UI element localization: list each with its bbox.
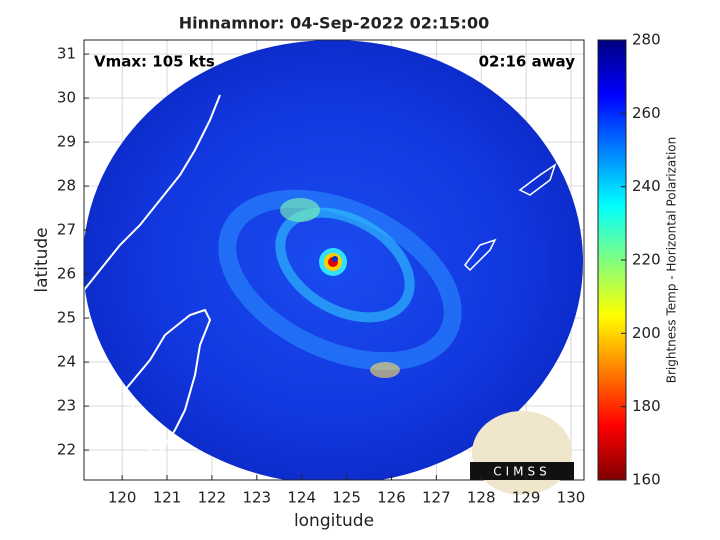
logo: CIMSS [470,411,574,495]
x-tick-label: 128 [467,489,496,507]
x-tick-label: 124 [287,489,316,507]
logo-text: CIMSS [493,465,551,479]
colorbar-tick-label: 220 [632,251,661,269]
imagery [84,40,583,480]
x-tick-label: 120 [108,489,137,507]
colorbar-tick-label: 160 [632,471,661,489]
y-tick-label: 22 [57,441,76,459]
x-tick-label: 122 [198,489,227,507]
x-tick-label: 121 [153,489,182,507]
x-tick-label: 126 [377,489,406,507]
y-tick-label: 31 [57,45,76,63]
axes-frame [83,39,585,481]
y-tick-label: 23 [57,397,76,415]
x-tick-label: 129 [512,489,541,507]
y-tick-label: 27 [57,221,76,239]
y-tick-label: 29 [57,133,76,151]
y-tick-label: 25 [57,309,76,327]
colorbar-tick-label: 280 [632,31,661,49]
colorbar-label: Brightness Temp - Horizontal Polarizatio… [665,137,679,384]
x-axis-label: longitude [294,511,374,531]
colorbar-tick-label: 180 [632,397,661,415]
y-tick-label: 28 [57,177,76,195]
x-tick-label: 123 [242,489,271,507]
annotation: Vmax: 105 kts [94,53,215,71]
annotation: 02:16 away [479,53,576,71]
y-tick-label: 24 [57,353,76,371]
y-tick-label: 26 [57,265,76,283]
x-tick-label: 125 [332,489,361,507]
colorbar-tick-label: 260 [632,104,661,122]
y-axis-label: latitude [32,227,52,292]
colorbar-tick-label: 240 [632,177,661,195]
x-tick-label: 127 [422,489,451,507]
y-tick-label: 30 [57,89,76,107]
colorbar-tick-label: 200 [632,324,661,342]
x-tick-label: 130 [557,489,586,507]
chart-title: Hinnamnor: 04-Sep-2022 02:15:00 [179,14,489,33]
